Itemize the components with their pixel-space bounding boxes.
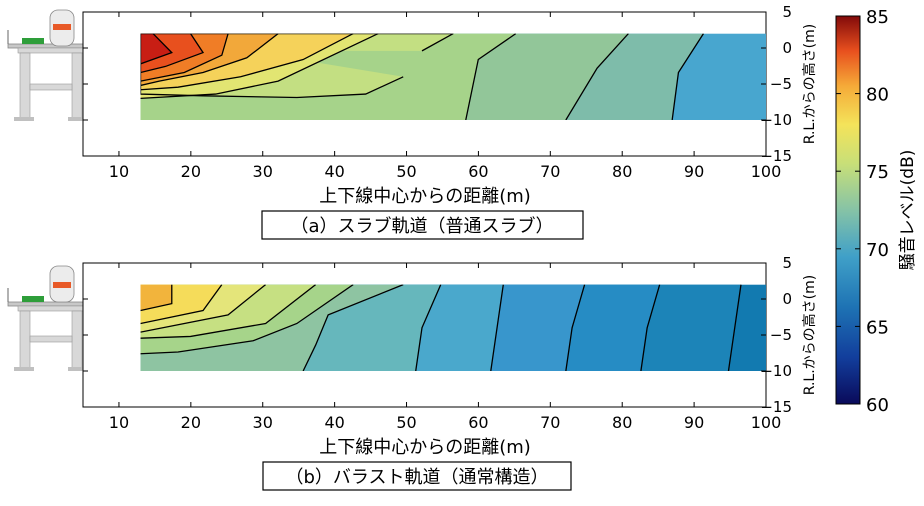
colorbar-ticks: 85 80 75 70 65 60 (836, 7, 889, 416)
contour-band (140, 284, 172, 311)
viaduct-diagram-b (7, 265, 97, 371)
y-tick-label: 0 (782, 290, 792, 308)
contour-line (465, 33, 517, 120)
colorbar-tick-label: 65 (866, 317, 889, 338)
x-tick-label: 70 (540, 162, 560, 181)
x-tick-label: 70 (540, 413, 560, 432)
panel-label-a: （a）スラブ軌道（普通スラブ） (290, 215, 553, 237)
colorbar-label: 騒音レベル(dB) (898, 150, 918, 271)
colorbar-tick-label: 80 (866, 85, 889, 106)
contour-line (140, 33, 205, 74)
x-tick-label: 60 (468, 413, 488, 432)
x-tick-label: 60 (468, 162, 488, 181)
y-axis-label-a: R.L.からの高さ(m) (801, 24, 818, 145)
contour-line (490, 284, 504, 372)
panel-label-box-b (262, 461, 572, 491)
x-tick-label: 90 (684, 413, 704, 432)
contour-field-a (140, 33, 766, 120)
y-tick-label: 5 (782, 254, 792, 272)
contour-line (140, 33, 279, 87)
x-tick-label: 30 (253, 162, 273, 181)
contour-line (565, 284, 586, 372)
contour-line (140, 284, 173, 312)
x-tick-label: 50 (396, 162, 416, 181)
contour-line (140, 284, 267, 333)
contour-line (140, 284, 223, 325)
contour-line (140, 284, 317, 339)
contour-line (302, 284, 404, 372)
x-tick-label: 100 (751, 162, 782, 181)
x-tick-label: 40 (324, 413, 344, 432)
y-axis-label-b: R.L.からの高さ(m) (801, 275, 818, 396)
x-tick-label: 20 (181, 162, 201, 181)
contour-line (140, 33, 173, 65)
x-tick-label: 20 (181, 413, 201, 432)
x-tick-label: 50 (396, 413, 416, 432)
colorbar: 85 80 75 70 65 60 騒音レベル(dB) (835, 7, 918, 416)
x-tick-label: 90 (684, 162, 704, 181)
y-tick-label: −15 (760, 147, 792, 165)
colorbar-tick-label: 75 (866, 162, 889, 183)
contour-line (640, 284, 661, 372)
contour-line (140, 33, 354, 91)
y-tick-label: 5 (782, 3, 792, 21)
contour-line (671, 33, 704, 120)
y-tick-label: 0 (782, 39, 792, 57)
x-axis-label-b: 上下線中心からの距離(m) (319, 437, 531, 458)
contour-band (140, 33, 172, 64)
colorbar-tick-label: 60 (866, 395, 889, 416)
colorbar-tick-label: 70 (866, 240, 889, 261)
contour-line (140, 33, 379, 100)
contour-line (565, 33, 629, 120)
contour-line (140, 284, 354, 355)
contour-line (140, 33, 229, 82)
y-tick-label: −15 (760, 398, 792, 416)
contour-line (415, 284, 442, 372)
y-tick-label: −10 (760, 362, 792, 380)
contour-field-b (140, 284, 766, 372)
x-tick-label: 30 (253, 413, 273, 432)
panel-label-b: （b）バラスト軌道（通常構造） (285, 467, 548, 488)
colorbar-gradient (835, 15, 861, 405)
y-tick-label: −5 (770, 326, 792, 344)
x-axis-label-a: 上下線中心からの距離(m) (319, 186, 531, 207)
y-tick-label: −10 (760, 111, 792, 129)
panel-label-box-a (261, 210, 584, 240)
contour-line (140, 33, 454, 99)
y-tick-label: −5 (770, 75, 792, 93)
colorbar-tick-label: 85 (866, 7, 889, 28)
x-tick-label: 80 (612, 162, 632, 181)
x-tick-label: 100 (751, 413, 782, 432)
x-tick-label: 10 (109, 162, 129, 181)
x-tick-label: 80 (612, 413, 632, 432)
x-tick-label: 10 (109, 413, 129, 432)
x-tick-label: 40 (324, 162, 344, 181)
contour-line (727, 284, 742, 372)
